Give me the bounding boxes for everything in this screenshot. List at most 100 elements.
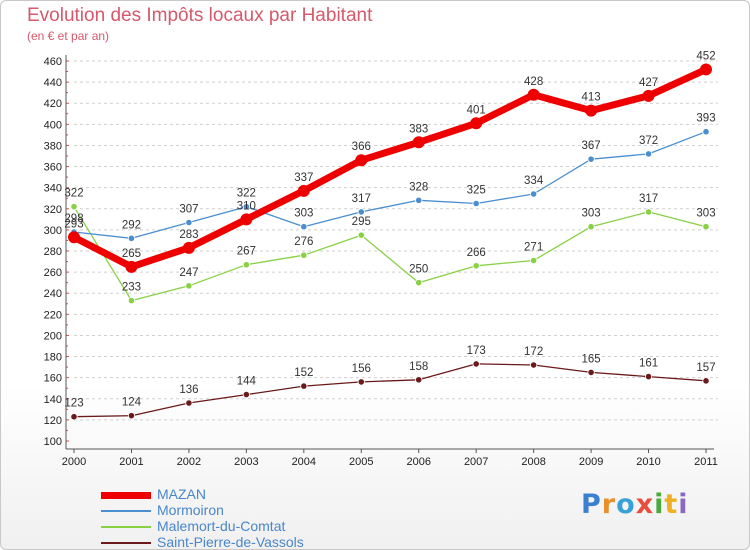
data-label: 427 xyxy=(639,77,658,89)
data-point xyxy=(242,261,250,269)
y-tick-label: 460 xyxy=(44,56,62,68)
data-point xyxy=(70,203,78,211)
data-point xyxy=(185,218,193,227)
data-point xyxy=(530,256,538,265)
data-label: 303 xyxy=(294,208,313,220)
logo-letter: o xyxy=(616,489,636,520)
x-tick-label: 2000 xyxy=(62,456,86,468)
data-point xyxy=(642,89,655,102)
data-label: 317 xyxy=(352,193,371,205)
y-tick-label: 120 xyxy=(44,415,62,427)
y-tick-label: 260 xyxy=(44,267,62,279)
data-point xyxy=(185,399,193,407)
y-tick-label: 360 xyxy=(44,162,62,174)
data-point xyxy=(587,155,595,163)
x-tick-label: 2002 xyxy=(177,456,201,468)
data-label: 266 xyxy=(467,247,486,259)
data-label: 293 xyxy=(64,218,83,230)
data-label: 452 xyxy=(696,50,715,62)
data-point xyxy=(702,128,710,136)
logo-letter: x xyxy=(635,489,655,520)
data-label: 247 xyxy=(179,267,198,279)
series-lines xyxy=(70,65,710,418)
data-point xyxy=(527,88,540,101)
data-point xyxy=(240,213,253,226)
data-point xyxy=(530,361,538,369)
series-line-mormoiron xyxy=(73,131,707,239)
data-label: 158 xyxy=(409,361,428,373)
legend-label: MAZAN xyxy=(157,486,206,502)
x-tick-label: 2006 xyxy=(406,456,430,468)
data-label: 428 xyxy=(524,76,543,88)
data-point xyxy=(357,208,365,216)
data-point xyxy=(300,382,308,390)
x-tick-label: 2011 xyxy=(694,456,718,468)
legend-swatch xyxy=(101,526,151,528)
series-line-saint-pierre-de-vassols xyxy=(73,363,707,418)
data-label: 298 xyxy=(64,213,83,225)
data-label: 165 xyxy=(581,353,600,365)
data-label: 310 xyxy=(237,200,256,212)
data-point xyxy=(585,104,598,117)
data-label: 156 xyxy=(352,363,371,375)
y-tick-label: 440 xyxy=(44,77,62,89)
data-label: 401 xyxy=(467,104,486,116)
logo-letter: i xyxy=(678,489,689,520)
data-label: 250 xyxy=(409,264,428,276)
chart-subtitle: (en € et par an) xyxy=(27,29,110,43)
data-label: 367 xyxy=(581,140,600,152)
data-point xyxy=(472,199,480,208)
x-tick-label: 2010 xyxy=(636,456,660,468)
data-label: 307 xyxy=(179,204,198,216)
data-point xyxy=(68,231,80,244)
x-tick-label: 2009 xyxy=(579,456,603,468)
y-tick-label: 420 xyxy=(44,98,62,110)
data-point xyxy=(242,203,250,211)
data-label: 366 xyxy=(352,141,371,153)
data-labels: 123 124 136 144 152 156 158 173 172 165 161 157 322 2… xyxy=(64,50,715,409)
data-point xyxy=(127,234,136,242)
data-point xyxy=(700,63,712,76)
y-tick-labels: 100 120 140 160 180 200 220 240 260 280 300 320 340 3… xyxy=(44,56,62,448)
data-point xyxy=(644,208,653,216)
data-label: 172 xyxy=(524,346,543,358)
data-point xyxy=(472,262,480,270)
y-tick-label: 140 xyxy=(44,394,62,406)
data-point xyxy=(415,196,423,204)
data-label: 283 xyxy=(179,229,198,241)
x-tick-labels: 2000 2001 2002 2003 2004 2005 2006 2007 2008 2009… xyxy=(62,456,718,468)
data-label: 265 xyxy=(122,248,141,260)
data-label: 317 xyxy=(639,193,658,205)
data-point xyxy=(300,223,308,231)
data-point xyxy=(127,412,136,420)
data-point xyxy=(355,154,368,167)
data-point xyxy=(587,223,595,231)
data-point xyxy=(357,231,365,239)
data-point xyxy=(242,390,250,399)
y-tick-label: 240 xyxy=(44,288,62,300)
data-label: 325 xyxy=(467,185,486,197)
data-label: 173 xyxy=(467,345,486,357)
data-label: 276 xyxy=(294,236,313,248)
series-points xyxy=(68,63,712,421)
data-label: 383 xyxy=(409,123,428,135)
y-tick-label: 340 xyxy=(44,183,62,195)
data-label: 295 xyxy=(352,216,371,228)
data-point xyxy=(415,376,423,384)
data-point xyxy=(125,260,138,273)
x-tick-label: 2007 xyxy=(464,456,488,468)
data-label: 337 xyxy=(294,172,313,184)
logo-letter: r xyxy=(601,489,617,520)
data-label: 303 xyxy=(696,208,715,220)
data-label: 303 xyxy=(581,208,600,220)
data-point xyxy=(470,117,483,130)
data-point xyxy=(357,378,365,386)
data-point xyxy=(472,360,480,368)
grid-lines xyxy=(74,60,718,421)
y-tick-label: 300 xyxy=(44,225,62,237)
data-label: 152 xyxy=(294,367,313,379)
data-point xyxy=(702,377,710,385)
y-tick-label: 220 xyxy=(44,309,62,321)
y-tick-label: 380 xyxy=(44,140,62,152)
